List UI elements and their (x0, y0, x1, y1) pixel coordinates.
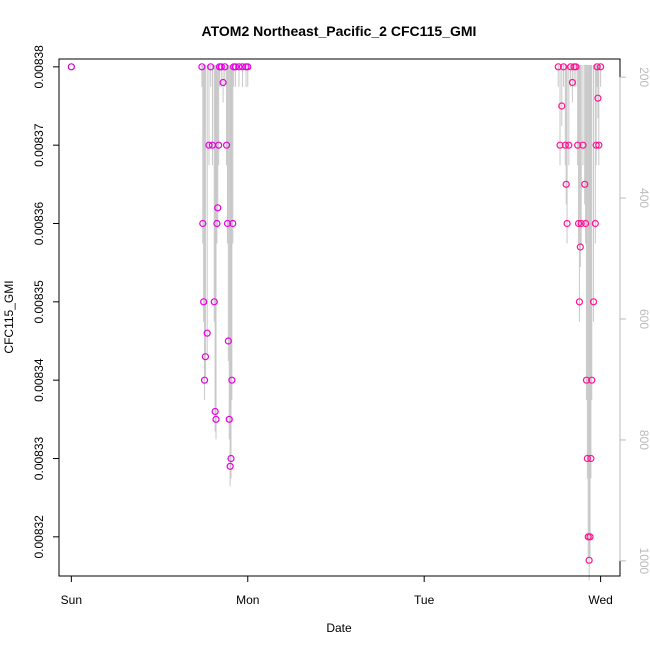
y-tick-label: 0.00832 (32, 515, 46, 559)
data-point (585, 556, 593, 564)
data-point (226, 462, 234, 470)
data-point (217, 63, 225, 71)
right-axis: 200 400 600 800 1000 (619, 67, 650, 575)
data-point (558, 102, 566, 110)
data-point (221, 63, 229, 71)
y-tick-label: 0.00838 (32, 45, 46, 89)
data-point (211, 407, 219, 416)
data-point (229, 219, 237, 228)
data-point (587, 454, 595, 463)
data-point (577, 219, 585, 228)
data-point (593, 63, 601, 71)
data-point (594, 94, 602, 102)
x-axis-label: Date (326, 621, 352, 635)
data-point (561, 141, 569, 149)
data-point (572, 63, 580, 71)
data-point (556, 141, 564, 149)
data-point (213, 219, 221, 228)
data-point (565, 141, 573, 149)
x-tick-label: Wed (588, 593, 612, 607)
data-point (562, 180, 570, 188)
data-point (203, 329, 211, 337)
data-point (231, 63, 240, 71)
data-point (583, 454, 591, 463)
data-point (576, 243, 584, 251)
data-point (198, 63, 206, 71)
data-point (554, 63, 562, 71)
data-point (207, 63, 215, 71)
data-point (199, 219, 207, 228)
data-point (215, 141, 223, 149)
data-point (67, 63, 75, 71)
data-point (586, 533, 594, 541)
data-point (219, 78, 227, 87)
data-point (235, 63, 243, 71)
data-point (595, 141, 603, 149)
data-point (200, 298, 208, 306)
x-tick-label: Mon (236, 593, 259, 607)
data-point (596, 63, 605, 71)
chart-title: ATOM2 Northeast_Pacific_2 CFC115_GMI (202, 23, 477, 39)
y-axis: 0.00832 0.00833 0.00834 0.00835 0.00836 0.008… (32, 45, 60, 559)
x-tick-label: Tue (414, 593, 435, 607)
data-point (223, 219, 232, 228)
right-tick-label: 1000 (637, 548, 650, 575)
right-tick-label: 400 (637, 188, 650, 208)
right-tick-label: 600 (637, 309, 650, 329)
data-point (205, 141, 213, 149)
y-tick-label: 0.00834 (32, 358, 46, 402)
data-point (582, 376, 591, 384)
data-point (574, 219, 583, 228)
data-point (225, 415, 233, 423)
y-axis-label: CFC115_GMI (2, 280, 16, 353)
data-point (224, 337, 232, 345)
data-point (244, 63, 252, 71)
right-tick-label: 200 (637, 67, 650, 87)
data-point (228, 376, 236, 384)
data-point (214, 204, 222, 212)
data-point (210, 298, 218, 306)
data-point (574, 141, 582, 149)
data-point (591, 219, 599, 228)
data-point (567, 63, 575, 71)
data-point (201, 353, 210, 361)
data-point (200, 376, 209, 384)
y-tick-label: 0.00835 (32, 280, 46, 324)
data-point (222, 141, 231, 149)
x-axis: Sun Mon Tue Wed (61, 575, 613, 607)
pressure-lines (201, 65, 602, 581)
data-point (579, 141, 587, 149)
data-point (592, 141, 600, 149)
plot-area-frame (58, 58, 621, 577)
data-point (238, 63, 247, 71)
data-points (67, 63, 605, 564)
y-tick-label: 0.00837 (32, 123, 46, 167)
data-point (568, 78, 576, 87)
x-tick-label: Sun (61, 593, 82, 607)
data-point (559, 63, 568, 71)
y-tick-label: 0.00836 (32, 201, 46, 245)
data-point (227, 454, 235, 463)
data-point (581, 180, 589, 188)
y-tick-label: 0.00833 (32, 436, 46, 480)
data-point (589, 298, 598, 306)
data-point (575, 298, 584, 306)
data-point (588, 376, 596, 384)
data-point (563, 219, 571, 228)
data-point (212, 415, 220, 423)
right-tick-label: 800 (637, 430, 650, 450)
data-point (581, 219, 590, 228)
